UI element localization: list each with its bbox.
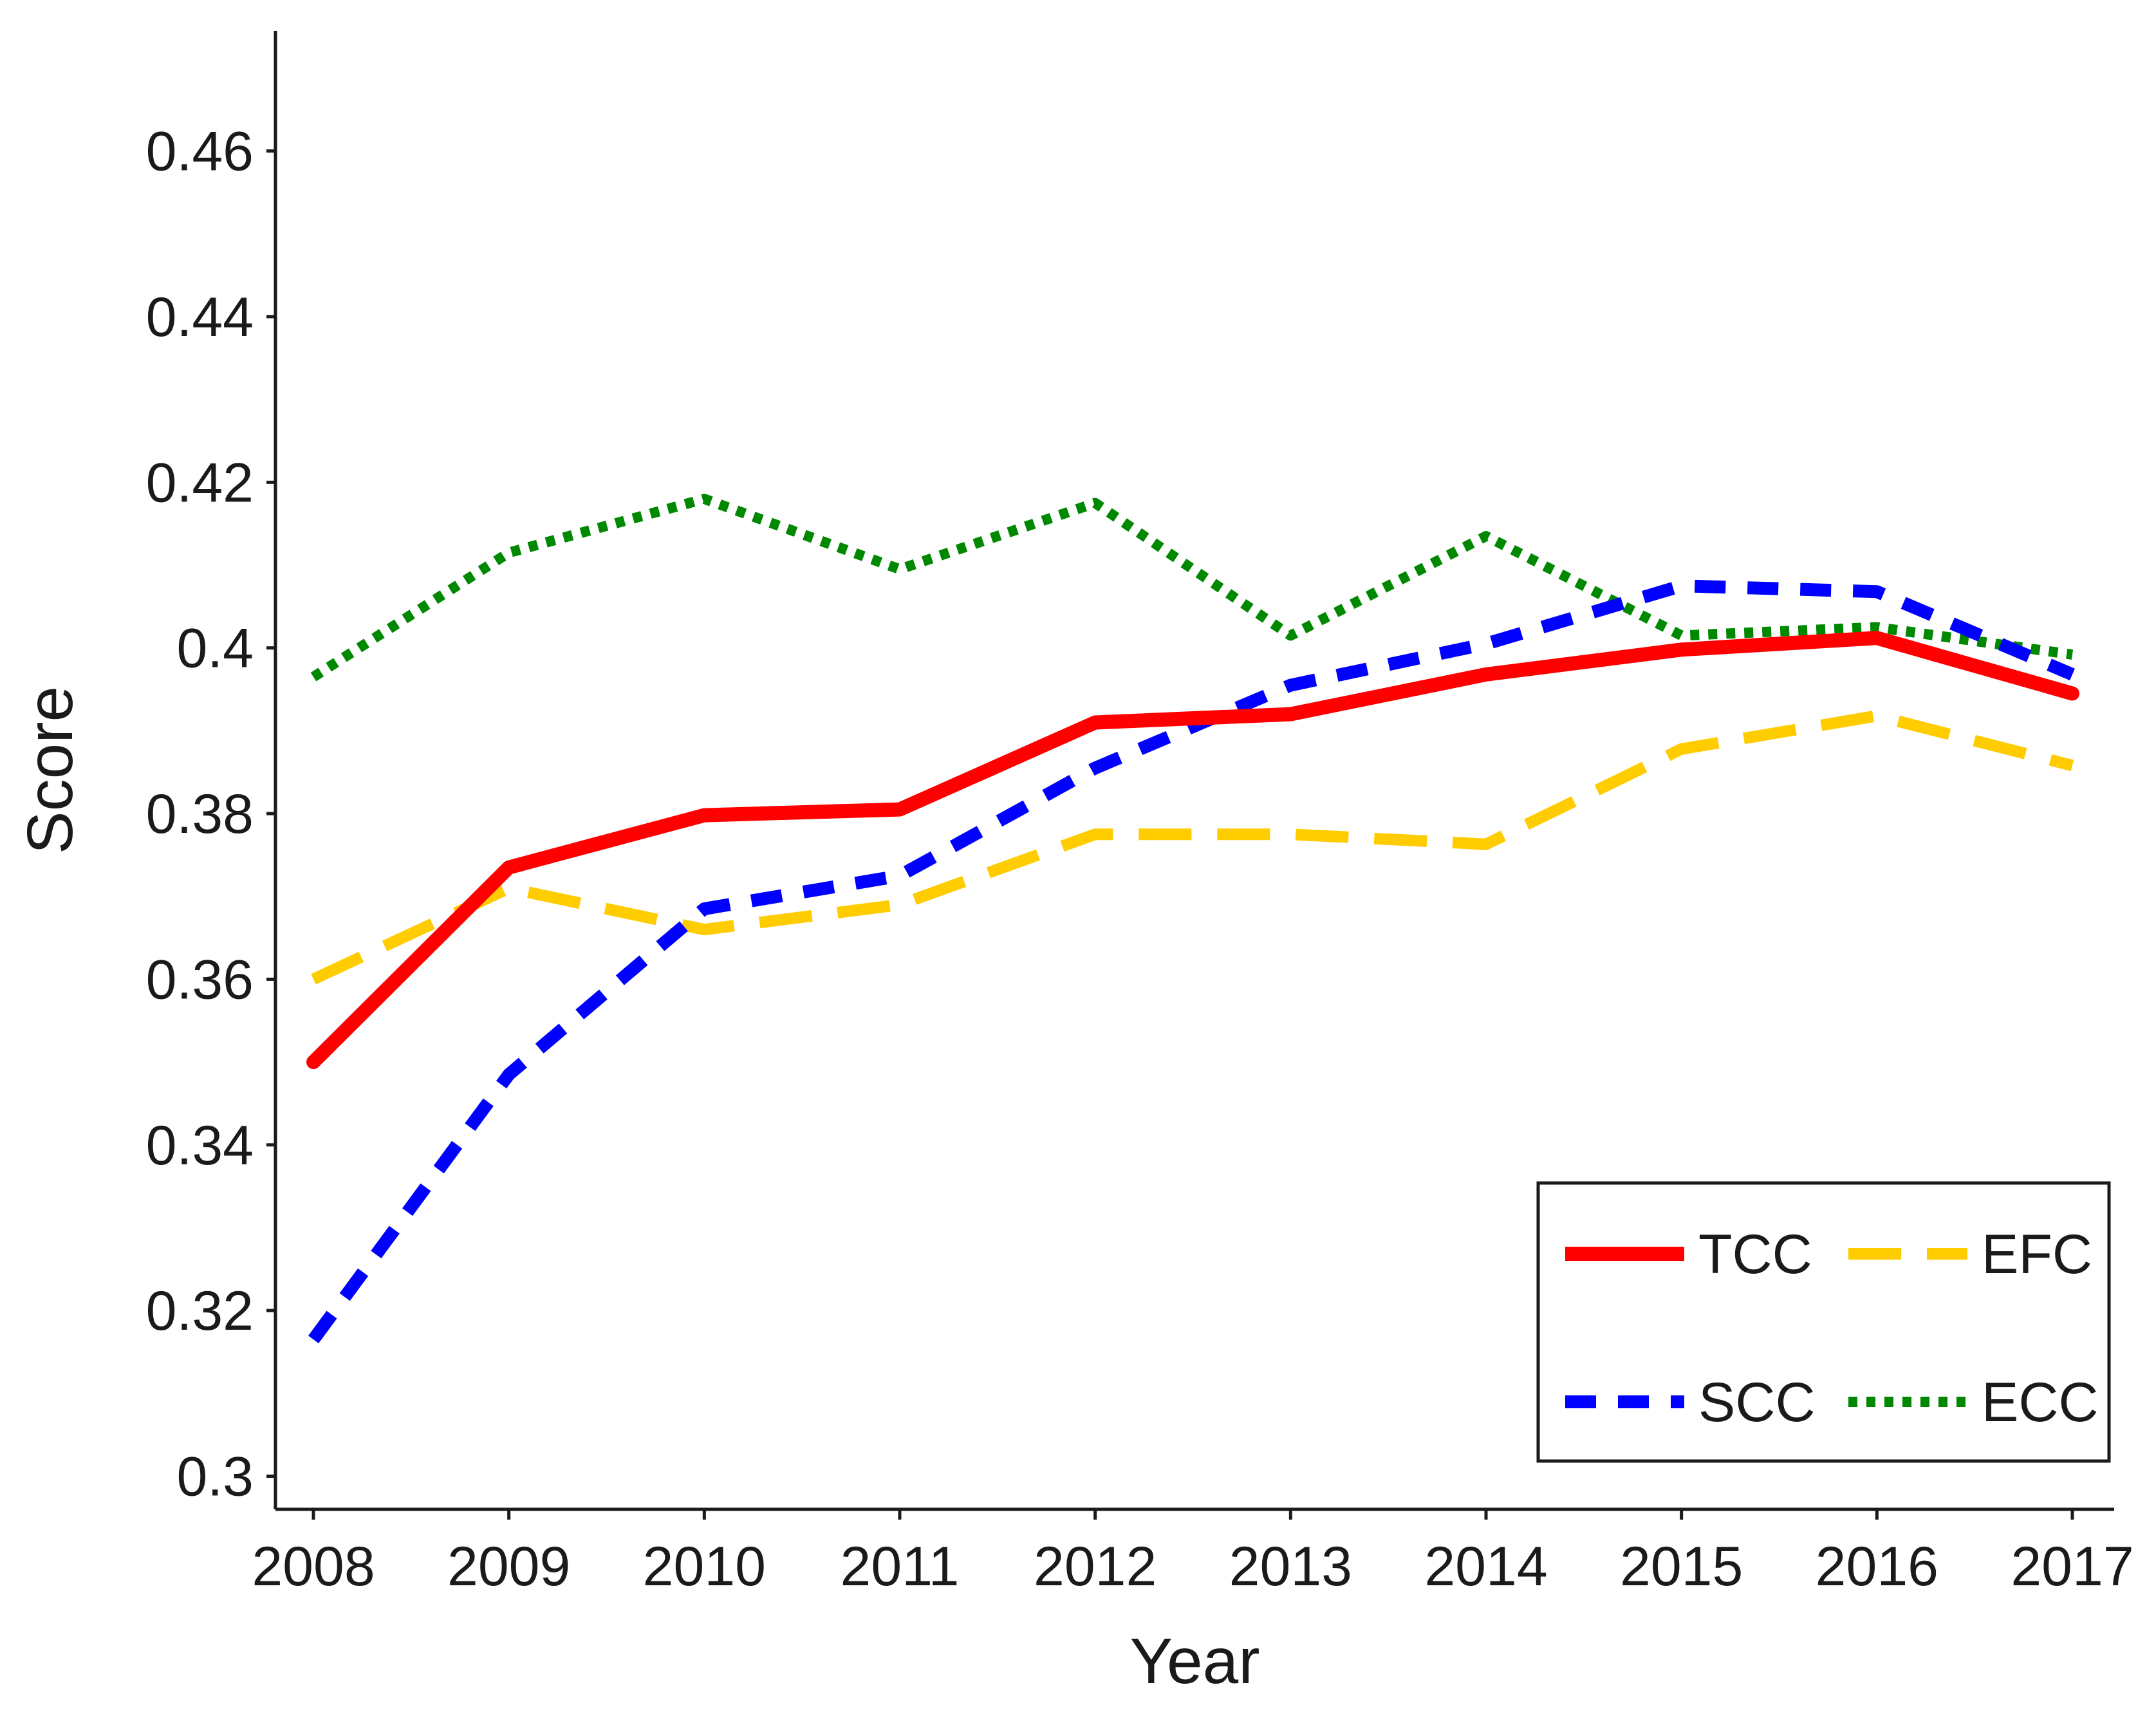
- y-tick-label: 0.3: [176, 1446, 254, 1508]
- legend-label-scc: SCC: [1698, 1372, 1816, 1433]
- legend-box: [1536, 1181, 2111, 1463]
- x-tick-label: 2017: [2011, 1536, 2133, 1598]
- x-tick-label: 2010: [643, 1536, 766, 1598]
- y-axis-title: Score: [14, 686, 86, 854]
- y-tick-label: 0.46: [146, 121, 254, 183]
- y-tick-label: 0.42: [146, 452, 254, 514]
- x-axis-title: Year: [1129, 1625, 1259, 1697]
- x-tick-label: 2011: [841, 1536, 960, 1598]
- legend-label-ecc: ECC: [1982, 1372, 2099, 1433]
- series-line-scc: [308, 579, 2075, 1344]
- x-tick-label: 2014: [1424, 1536, 1547, 1598]
- legend: TCC EFC SCC ECC: [1536, 1181, 2111, 1463]
- series-line-efc: [311, 710, 2074, 985]
- x-tick-label: 2012: [1034, 1536, 1157, 1598]
- series-line-tcc: [306, 631, 2079, 1070]
- y-tick-label: 0.38: [146, 783, 254, 845]
- series-layer: [306, 494, 2079, 1344]
- x-tick-label: 2015: [1620, 1536, 1743, 1598]
- y-tick-label: 0.36: [146, 949, 254, 1011]
- y-tick-label: 0.32: [146, 1280, 254, 1342]
- legend-label-efc: EFC: [1982, 1224, 2092, 1285]
- y-tick-label: 0.44: [146, 286, 254, 348]
- y-tick-label: 0.34: [146, 1115, 254, 1177]
- x-tick-label: 2009: [447, 1536, 570, 1598]
- x-tick-label: 2008: [252, 1536, 375, 1598]
- series-line-ecc: [310, 494, 2074, 682]
- axes-layer: 0.3 0.32 0.34 0.36 0.38 0.4 0.42 0.44 0.46 2008 20…: [14, 31, 2134, 1697]
- legend-label-tcc: TCC: [1698, 1224, 1812, 1285]
- x-tick-label: 2016: [1816, 1536, 1938, 1598]
- x-tick-label: 2013: [1229, 1536, 1352, 1598]
- y-tick-label: 0.4: [176, 618, 254, 680]
